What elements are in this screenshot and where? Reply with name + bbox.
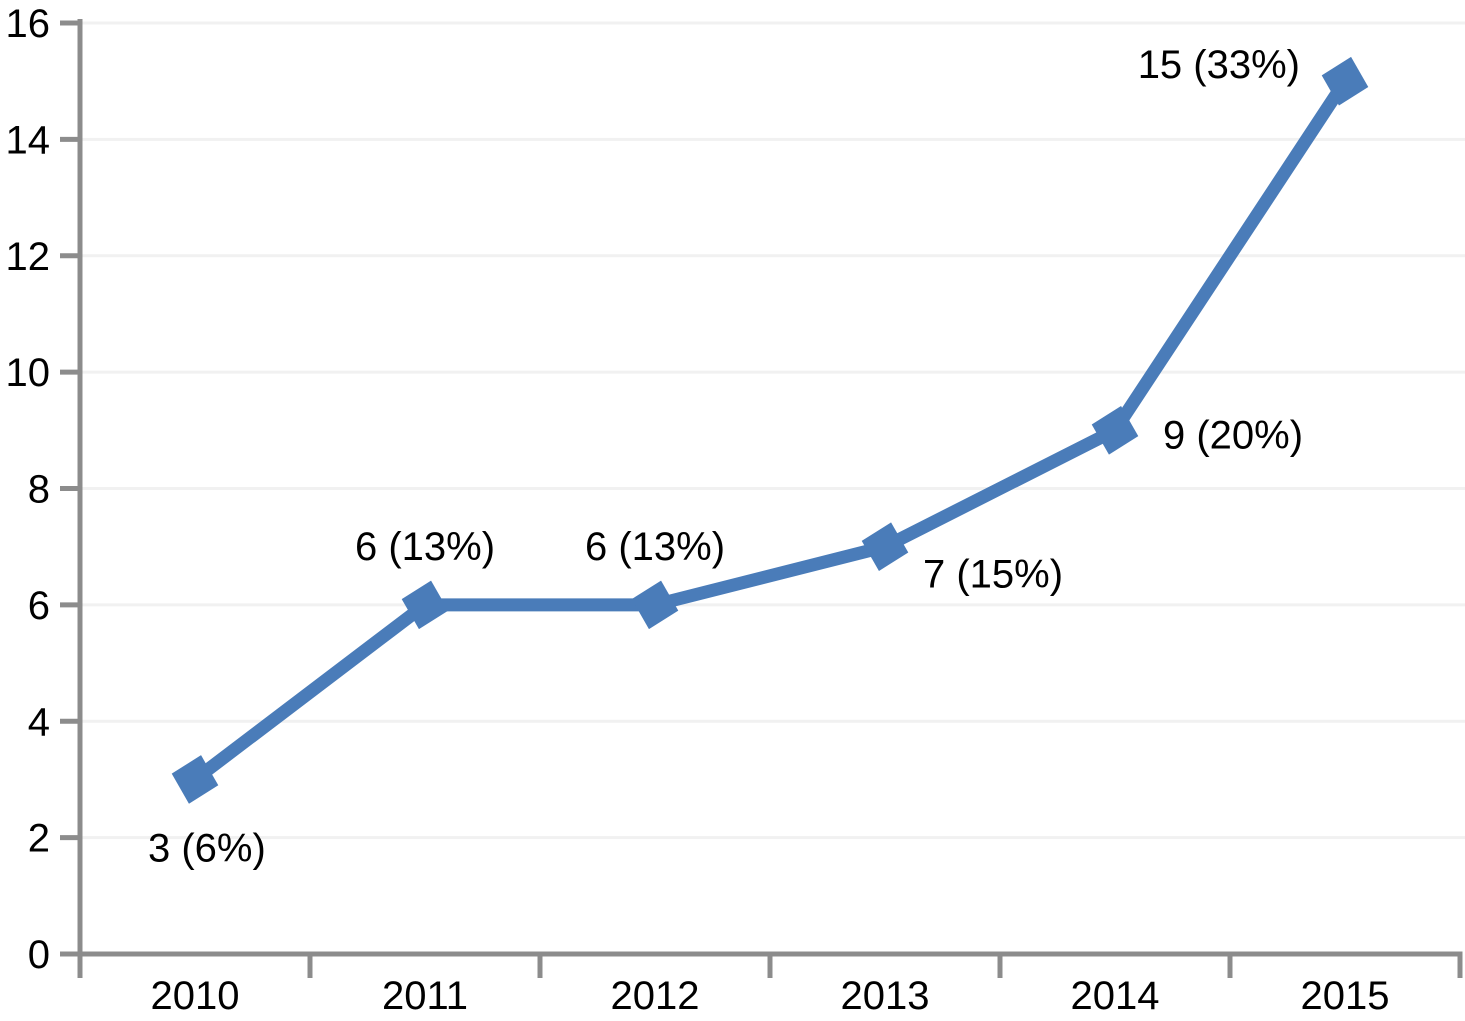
data-point-label: 15 (33%) (1138, 43, 1300, 87)
y-axis-tick-label: 16 (6, 2, 51, 46)
y-axis-tick-label: 14 (6, 118, 51, 162)
data-point-marker (631, 580, 679, 630)
y-axis-tick-label: 10 (6, 351, 51, 395)
y-axis-tick-label: 6 (28, 584, 50, 628)
y-axis-tick-label: 4 (28, 700, 50, 744)
y-axis-tick-label: 12 (6, 235, 51, 279)
x-axis-tick-label: 2010 (151, 974, 240, 1018)
x-axis-tick-label: 2013 (841, 974, 930, 1018)
x-axis-tick-label: 2012 (611, 974, 700, 1018)
x-axis-tick-label: 2015 (1301, 974, 1390, 1018)
data-point-label: 7 (15%) (923, 553, 1063, 597)
data-point-marker (1321, 56, 1369, 106)
y-axis-tick-label: 8 (28, 468, 50, 512)
data-point-label: 9 (20%) (1163, 413, 1303, 457)
y-axis-tick-label: 2 (28, 817, 50, 861)
data-point-marker (401, 580, 449, 630)
data-point-label: 6 (13%) (585, 525, 725, 569)
data-point-marker (1091, 406, 1139, 455)
x-axis-tick-label: 2014 (1071, 974, 1160, 1018)
data-point-label: 3 (6%) (148, 826, 266, 870)
data-point-marker (861, 522, 909, 571)
data-point-marker (171, 755, 219, 804)
x-axis-tick-label: 2011 (382, 974, 468, 1018)
data-point-label: 6 (13%) (355, 525, 495, 569)
y-axis-tick-label: 0 (28, 933, 50, 977)
data-line (188, 74, 1352, 786)
